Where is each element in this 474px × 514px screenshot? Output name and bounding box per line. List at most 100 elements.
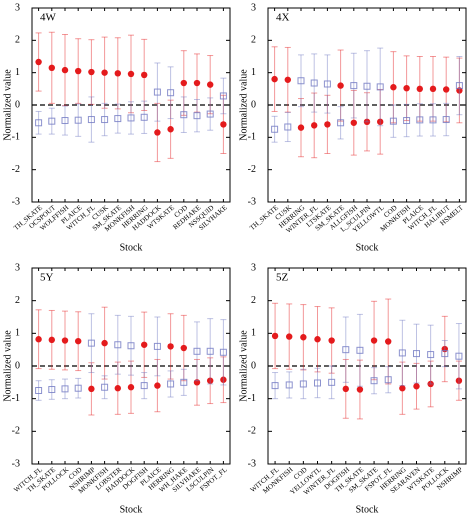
point [167,380,175,388]
point [413,383,420,390]
error-bar [286,371,293,399]
point [206,110,214,118]
point [284,123,292,131]
point [207,81,214,88]
error-bar [324,54,331,114]
point [350,82,358,90]
y-tick-label: 3 [15,262,20,273]
error-bar [128,101,134,135]
point [455,377,463,384]
error-bar [298,54,304,108]
y-tick-label: 3 [15,2,20,13]
error-bar [271,115,278,143]
point [427,351,435,359]
point [271,75,278,83]
y-tick-label: -1 [248,393,256,404]
point [48,64,55,72]
panel: -3-2-10123TH_SKATECUSKHERRINGWINTER_FLLT… [238,2,467,253]
point [35,336,42,343]
y-tick-label: -1 [12,393,20,404]
point [442,116,450,124]
point [88,385,95,393]
error-bar [101,102,108,137]
point [284,76,291,83]
y-tick-label: -1 [248,132,256,143]
error-bar [207,97,214,131]
point [75,67,82,75]
point [127,342,135,350]
y-axis-label: Normalized value [238,330,249,402]
error-bar [75,103,82,137]
error-bar [141,372,148,400]
point [206,347,214,355]
point [285,381,293,389]
error-bar [385,366,392,394]
point [377,118,384,126]
error-bar [154,316,161,377]
point [219,92,227,100]
point [167,89,175,97]
point [429,85,437,93]
point [48,117,56,125]
point [363,118,371,126]
error-bar [314,367,321,399]
error-bar [337,106,344,140]
plot-frame [267,267,467,465]
error-bar [114,103,121,134]
y-tick-label: 0 [251,99,256,110]
point [328,378,336,386]
error-bar [88,96,95,143]
point [180,378,188,386]
point [35,387,43,394]
point [376,83,384,91]
y-tick-label: -3 [248,458,256,469]
error-bar [371,367,378,395]
point [455,352,463,360]
error-bar [167,370,174,398]
y-tick-label: 0 [251,360,256,371]
point [101,339,108,347]
y-tick-label: -3 [12,196,20,207]
error-bar [399,319,406,387]
error-bar [62,105,68,136]
error-bar [194,99,200,133]
point [61,117,69,125]
point [219,348,227,356]
y-tick-label: 1 [15,67,20,78]
panel: -3-2-10123WITCH_FLTH_SKATEPOLLOCKCODNSHR… [2,262,231,514]
point [193,79,201,87]
point [35,58,42,66]
point [271,332,279,340]
plot-frame [267,7,467,203]
point [114,341,122,349]
error-bar [328,365,335,400]
point [127,114,135,122]
error-bar [88,313,95,374]
point [314,336,321,343]
point [127,70,135,78]
x-axis-label: Stock [356,242,379,253]
point [297,124,305,131]
error-bar [35,380,42,401]
y-tick-label: -2 [12,164,20,175]
error-bar [427,324,434,385]
point [384,376,392,384]
point [342,346,350,354]
point [127,384,135,391]
point [385,338,392,345]
point [356,346,364,354]
error-bar [114,314,121,375]
point [167,343,174,350]
y-tick-label: 0 [15,99,20,110]
error-bar [35,110,42,135]
point [399,385,406,392]
point [180,111,188,119]
error-bar [455,323,462,390]
point [61,66,69,74]
x-axis-label: Stock [120,504,143,514]
point [141,341,148,348]
x-axis-label: Stock [120,242,143,253]
error-bar [284,111,291,143]
panel: -3-2-10123TH_SKATEOCSPOUTWOLFFISHPLAICEW… [2,2,231,253]
